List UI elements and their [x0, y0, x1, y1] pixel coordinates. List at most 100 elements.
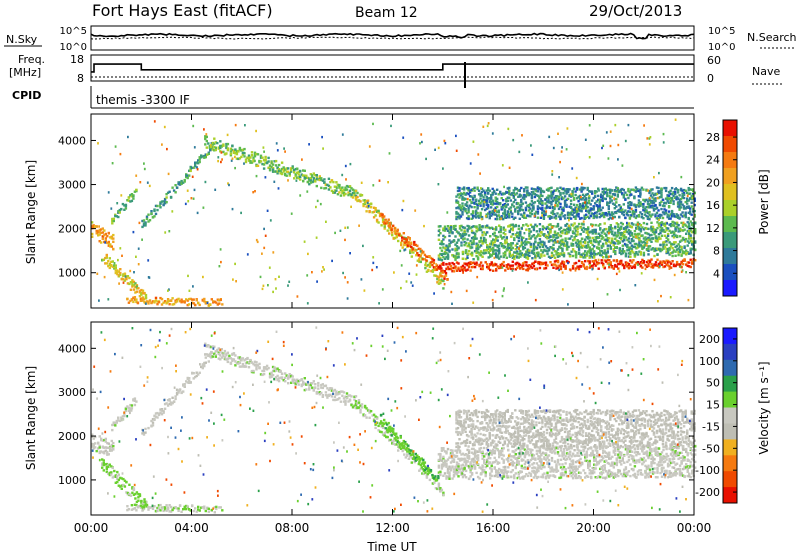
- power-noise-cell: [159, 204, 161, 207]
- power-cell-5: [226, 147, 230, 150]
- power-noise-cell: [349, 252, 351, 255]
- power-cell-9: [571, 243, 575, 246]
- power-cell-0: [100, 228, 103, 231]
- power-cell-10: [539, 199, 543, 203]
- power-cell-9: [531, 225, 534, 228]
- power-cell-9: [624, 230, 628, 233]
- power-cell-8: [469, 261, 472, 264]
- power-cell-9: [451, 248, 454, 251]
- power-noise-cell: [295, 179, 298, 182]
- power-cell-1: [124, 207, 128, 210]
- power-cell-0: [103, 229, 106, 232]
- power-cell-10: [598, 207, 601, 210]
- power-noise-cell: [344, 164, 347, 168]
- power-cell-10: [548, 200, 552, 203]
- velocity-cell-2: [122, 477, 125, 481]
- power-cell-6: [363, 199, 367, 202]
- power-cell-9: [672, 233, 676, 236]
- velocity-cell-2: [101, 458, 104, 461]
- power-cell-10: [661, 216, 665, 220]
- power-cell-9: [517, 239, 520, 243]
- power-cell-10: [609, 197, 612, 200]
- power-cell-9: [460, 244, 463, 247]
- velocity-cell-4: [203, 364, 206, 368]
- power-cell-10: [654, 199, 657, 203]
- power-noise-cell: [596, 277, 599, 281]
- power-cell-9: [492, 232, 495, 236]
- velocity-cell-3: [182, 508, 185, 511]
- power-cell-8: [561, 260, 564, 263]
- power-cell-8: [662, 260, 665, 263]
- power-cell-9: [517, 227, 520, 231]
- power-cell-10: [523, 211, 526, 215]
- power-cell-10: [580, 189, 583, 192]
- power-cell-9: [681, 225, 685, 228]
- power-cell-10: [554, 198, 558, 201]
- power-cell-9: [602, 256, 605, 259]
- power-noise-cell: [602, 265, 605, 268]
- power-cell-5: [280, 161, 284, 164]
- velocity-cell-3: [185, 504, 188, 508]
- velocity-cell-3: [213, 511, 216, 514]
- power-cell-8: [577, 265, 581, 268]
- power-noise-cell: [263, 150, 265, 153]
- power-noise-cell: [682, 221, 685, 224]
- power-cell-10: [461, 195, 464, 199]
- power-cell-10: [477, 216, 481, 219]
- velocity-cell-4: [168, 402, 171, 406]
- power-cell-10: [678, 200, 681, 203]
- power-noise-cell: [344, 226, 347, 229]
- freq-tick-bottom: 8: [77, 72, 84, 85]
- power-cell-10: [536, 216, 540, 219]
- power-cell-8: [540, 261, 543, 264]
- power-cell-6: [431, 269, 435, 272]
- velocity-cell-4: [150, 419, 153, 423]
- power-cell-10: [502, 206, 505, 209]
- power-cell-8: [615, 260, 618, 263]
- velocity-cell-5: [205, 345, 208, 348]
- power-cell-9: [443, 250, 447, 254]
- power-cell-8: [691, 262, 694, 265]
- power-cell-8: [467, 263, 471, 266]
- power-noise-cell: [668, 267, 671, 270]
- power-cell-9: [490, 248, 493, 251]
- power-cell-10: [601, 214, 604, 217]
- power-cell-9: [609, 255, 612, 258]
- power-cell-10: [646, 206, 650, 209]
- power-noise-cell: [135, 174, 138, 177]
- power-cell-3: [189, 297, 192, 301]
- power-cell-9: [591, 252, 594, 255]
- power-cell-3: [180, 298, 183, 301]
- power-cell-8: [685, 263, 688, 266]
- power-cell-9: [454, 228, 457, 231]
- power-cell-9: [469, 246, 472, 250]
- power-cell-9: [543, 226, 546, 230]
- power-noise-cell: [660, 294, 662, 298]
- power-cell-9: [660, 248, 664, 252]
- power-cell-10: [690, 201, 693, 204]
- power-cell-9: [663, 230, 667, 233]
- power-noise-cell: [312, 180, 314, 183]
- power-cell-9: [451, 240, 454, 243]
- power-noise-cell: [558, 268, 560, 272]
- power-cell-8: [455, 261, 459, 264]
- power-cell-10: [470, 201, 473, 204]
- power-cell-10: [557, 190, 561, 193]
- power-cell-10: [474, 213, 478, 216]
- power-cell-9: [689, 249, 692, 252]
- power-cell-10: [455, 217, 458, 221]
- power-cell-5: [342, 194, 346, 197]
- power-cell-4: [159, 206, 162, 209]
- power-cell-9: [519, 249, 522, 253]
- power-cell-10: [606, 203, 609, 206]
- velocity-cell-4: [150, 425, 153, 428]
- power-cell-9: [466, 238, 469, 241]
- power-cell-8: [538, 266, 542, 270]
- power-cell-9: [585, 236, 588, 239]
- power-cell-10: [578, 197, 582, 201]
- power-cell-9: [525, 251, 528, 254]
- power-noise-cell: [254, 190, 256, 193]
- power-cell-7: [446, 278, 449, 281]
- power-cell-10: [678, 194, 681, 197]
- power-cell-10: [490, 193, 493, 197]
